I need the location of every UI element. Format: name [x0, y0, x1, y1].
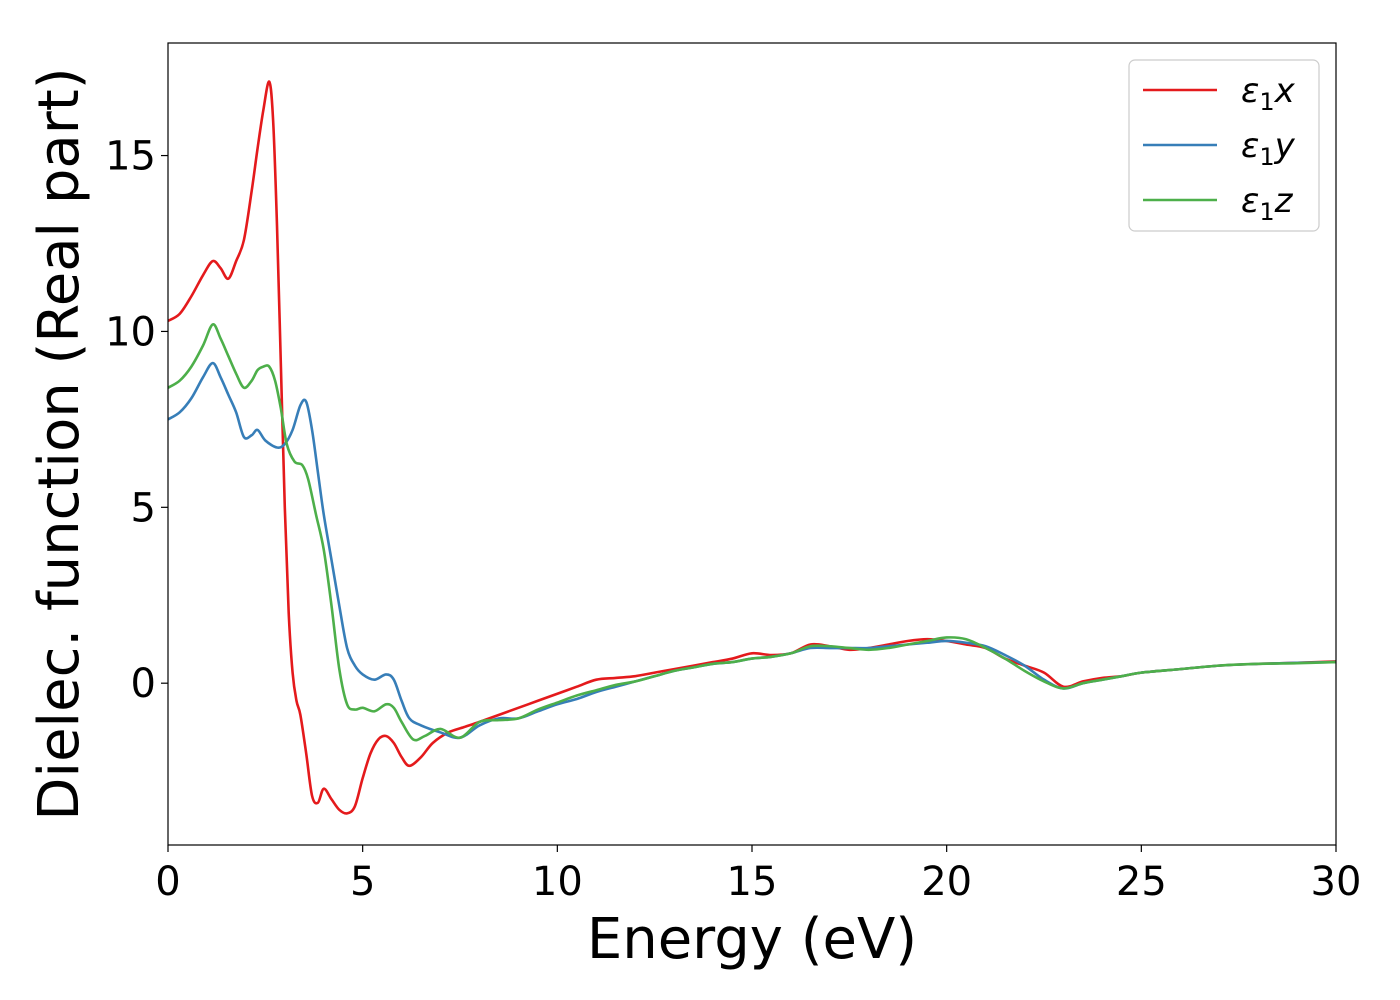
axes-frame [167, 42, 1337, 846]
y-tick-label: 10 [105, 309, 156, 355]
x-axis-ticks: 0 5 10 15 20 25 30 [155, 845, 1361, 905]
legend-label-eps1x: ε1x [1241, 71, 1296, 116]
y-axis-label: Dielec. function (Real part) [27, 67, 92, 820]
series-line-eps1z [168, 323, 1336, 742]
legend-label-eps1y: ε1y [1241, 126, 1296, 171]
y-tick-label: 15 [105, 134, 156, 180]
plot-area [168, 80, 1336, 815]
x-axis-label: Energy (eV) [587, 907, 917, 972]
y-tick-label: 0 [131, 661, 156, 707]
legend-label-eps1z: ε1z [1241, 181, 1294, 226]
y-axis-ticks: 0 5 10 15 [105, 134, 168, 707]
legend: ε1x ε1y ε1z [1128, 59, 1320, 232]
x-tick-label: 5 [350, 859, 375, 905]
x-tick-label: 20 [921, 859, 972, 905]
x-tick-label: 25 [1116, 859, 1167, 905]
x-tick-label: 15 [727, 859, 778, 905]
series-line-eps1x [168, 80, 1336, 815]
y-tick-label: 5 [131, 485, 156, 531]
x-tick-label: 0 [155, 859, 180, 905]
legend-box [1128, 59, 1320, 232]
series-line-eps1y [168, 361, 1336, 740]
x-tick-label: 10 [532, 859, 583, 905]
x-tick-label: 30 [1311, 859, 1362, 905]
